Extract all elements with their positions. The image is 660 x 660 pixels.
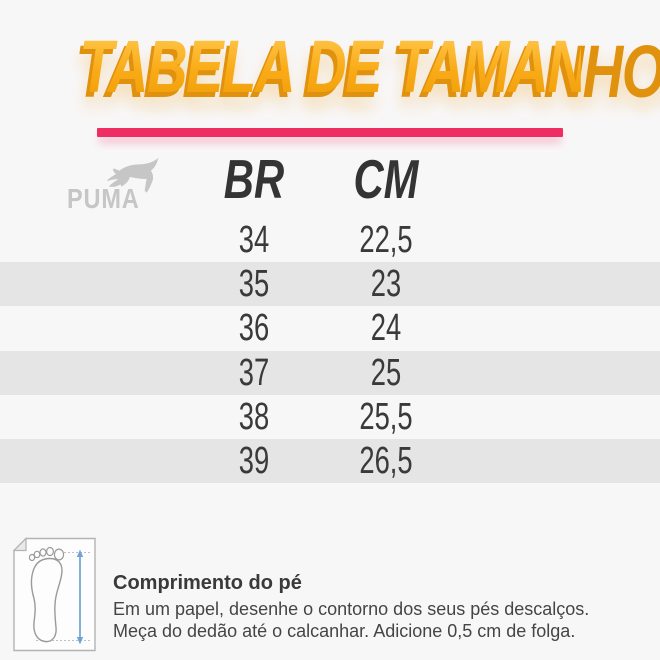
measure-guide-line1: Em um papel, desenhe o contorno dos seus… [113,599,590,619]
cell-br: 36 [238,307,270,350]
table-row: 39 26,5 [0,438,660,484]
accent-divider [97,128,563,137]
cell-cm: 25,5 [359,395,413,438]
table-row: 38 25,5 [0,395,660,439]
puma-cat-icon [106,158,159,193]
table-row: 34 22,5 [0,218,660,262]
cell-br: 35 [238,263,270,306]
cell-br: 37 [238,351,270,394]
column-header-cm: CM [353,148,419,210]
column-header-br: BR [223,148,285,210]
cell-cm: 23 [370,263,402,306]
page-title-shadow: TABELA DE TAMANHOS [75,35,660,109]
cell-cm: 24 [370,307,402,350]
measure-guide-text: Em um papel, desenhe o contorno dos seus… [113,599,589,642]
measure-arrow-icon [76,549,84,645]
cell-cm: 26,5 [359,439,413,482]
measure-guide-heading: Comprimento do pé [113,572,302,594]
cell-cm: 25 [370,351,402,394]
puma-logo-wordmark: PUMA [67,183,140,214]
page-title: TABELA DE TAMANHOS TABELA DE TAMANHOS [75,25,660,114]
cell-br: 39 [238,439,270,482]
size-table: 34 22,5 35 23 36 24 37 25 38 25,5 39 26,… [0,218,660,484]
table-row: 37 25 [0,350,660,395]
foot-measurement-icon [12,537,96,652]
cell-br: 34 [238,219,270,261]
cell-br: 38 [238,395,270,438]
table-row: 35 23 [0,262,660,307]
cell-cm: 22,5 [359,219,413,261]
measure-guide-line2: Meça do dedão até o calcanhar. Adicione … [113,620,576,641]
page-title-text: TABELA DE TAMANHOS [79,25,660,108]
table-row: 36 24 [0,306,660,350]
